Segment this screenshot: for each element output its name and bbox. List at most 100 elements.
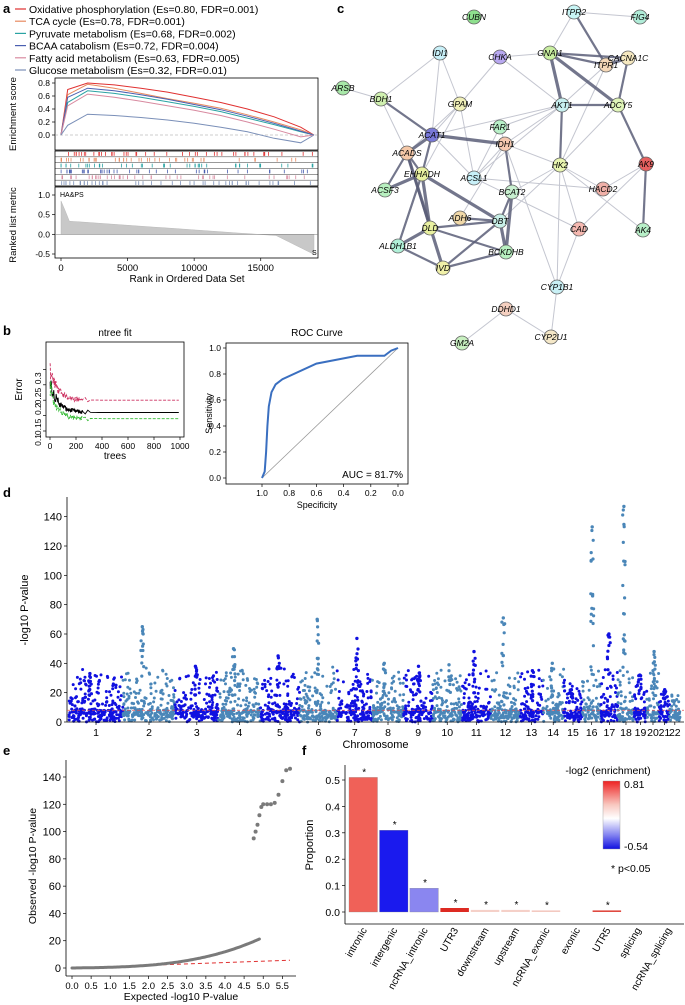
snp-point xyxy=(109,693,113,697)
snp-point xyxy=(191,681,195,685)
bar-downstream xyxy=(470,909,500,912)
snp-point xyxy=(435,671,439,675)
snp-point xyxy=(502,703,506,707)
snp-point xyxy=(435,691,439,694)
snp-point xyxy=(580,700,584,704)
snp-point xyxy=(345,716,349,719)
snp-peak-point xyxy=(637,692,641,696)
ntree-xtick-label: 200 xyxy=(69,441,83,451)
bar-ytick-label: 0.3 xyxy=(325,828,340,840)
node-chka xyxy=(492,49,508,65)
snp-point xyxy=(232,715,236,719)
snp-point xyxy=(489,717,493,720)
snp-point xyxy=(204,676,208,680)
snp-top-point xyxy=(355,636,359,641)
snp-point xyxy=(296,687,300,691)
snp-point xyxy=(142,704,146,708)
snp-point xyxy=(273,718,277,722)
snp-point xyxy=(608,695,612,699)
snp-point xyxy=(485,717,489,721)
node-label-aldh1b1: ALDH1B1 xyxy=(378,241,417,251)
snp-point xyxy=(454,713,458,717)
snp-point xyxy=(573,710,577,714)
snp-point xyxy=(387,697,390,701)
snp-point xyxy=(576,698,580,702)
node-bdh1 xyxy=(373,91,389,107)
snp-point xyxy=(395,704,399,708)
snp-point xyxy=(419,699,423,703)
snp-point xyxy=(433,706,436,710)
qq-point xyxy=(251,836,256,841)
snp-point xyxy=(624,695,627,699)
node-cad xyxy=(571,221,587,237)
snp-peak-point xyxy=(623,559,627,564)
snp-point xyxy=(135,677,139,681)
snp-top-point xyxy=(140,625,144,629)
qq-point xyxy=(261,802,266,807)
snp-point xyxy=(251,703,255,707)
bar-star: * xyxy=(606,900,610,911)
bar-ytick-label: 0.4 xyxy=(325,801,340,813)
bar-category-label: upstream xyxy=(492,926,522,968)
snp-point xyxy=(404,673,408,677)
snp-point xyxy=(165,684,169,688)
snp-point xyxy=(514,698,518,702)
snp-top-point xyxy=(315,617,319,621)
snp-point xyxy=(331,712,335,716)
ntree-line-class1 xyxy=(49,363,179,403)
snp-point xyxy=(498,716,502,719)
snp-point xyxy=(501,712,505,716)
snp-point xyxy=(159,703,163,707)
manhattan-ytick-label: 120 xyxy=(44,541,62,553)
snp-point xyxy=(640,696,644,700)
snp-point xyxy=(559,702,563,706)
snp-point xyxy=(467,696,471,700)
snp-point xyxy=(424,705,428,709)
snp-point xyxy=(129,719,133,723)
qq-xtick-label: 3.0 xyxy=(180,981,193,992)
snp-point xyxy=(144,711,148,715)
snp-point xyxy=(463,686,467,690)
snp-peak-point xyxy=(653,667,657,671)
node-label-cad: CAD xyxy=(570,224,588,234)
snp-point xyxy=(70,707,74,711)
panel-label-c: c xyxy=(337,1,344,16)
snp-peak-point xyxy=(233,672,237,676)
edge-GNAI1-ADCY5 xyxy=(549,51,619,107)
snp-point xyxy=(398,693,402,697)
snp-peak-point xyxy=(502,631,506,635)
snp-point xyxy=(384,694,388,698)
es-line-4 xyxy=(60,93,315,138)
edge-ADCY5-HK2 xyxy=(559,104,619,166)
snp-point xyxy=(475,699,479,703)
metric-ylabel: Ranked list metric xyxy=(8,187,19,263)
snp-peak-point xyxy=(589,619,593,624)
snp-point xyxy=(360,699,364,703)
edge-CAD-AK9 xyxy=(578,163,647,230)
snp-point xyxy=(521,702,525,706)
snp-point xyxy=(383,700,387,704)
snp-point xyxy=(341,680,345,684)
node-label-akt1: AKT1 xyxy=(550,100,573,110)
node-label-chka: CHKA xyxy=(488,52,512,62)
snp-point xyxy=(164,672,168,676)
snp-peak-point xyxy=(589,665,593,669)
snp-point xyxy=(462,692,466,696)
snp-peak-point xyxy=(447,678,451,682)
node-ak4 xyxy=(635,222,651,238)
snp-peak-point xyxy=(417,671,421,675)
snp-point xyxy=(380,710,384,714)
snp-peak-point xyxy=(622,523,626,527)
snp-point xyxy=(268,718,272,722)
roc-xtick-label: 1.0 xyxy=(256,488,268,498)
node-ddhd1 xyxy=(498,301,514,317)
snp-point xyxy=(457,705,461,709)
snp-point xyxy=(588,704,592,708)
snp-peak-point xyxy=(591,538,595,542)
snp-point xyxy=(615,686,618,690)
snp-point xyxy=(144,718,147,722)
snp-point xyxy=(479,672,483,676)
snp-point xyxy=(457,697,461,701)
snp-point xyxy=(461,718,465,722)
snp-point xyxy=(525,716,529,720)
